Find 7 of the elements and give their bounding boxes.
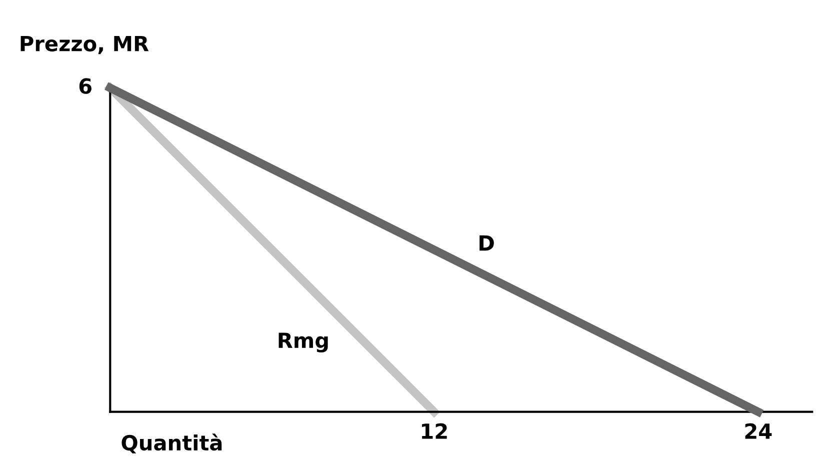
series-label: Rmg	[278, 332, 328, 352]
y-axis-title: Prezzo, MR	[20, 36, 149, 54]
text: 6	[79, 78, 92, 94]
x-tick-label: 24	[745, 423, 772, 439]
series-label: D	[480, 235, 494, 251]
x-tick-label: 12	[422, 423, 447, 439]
x-axis-title: Quantità	[122, 434, 222, 454]
